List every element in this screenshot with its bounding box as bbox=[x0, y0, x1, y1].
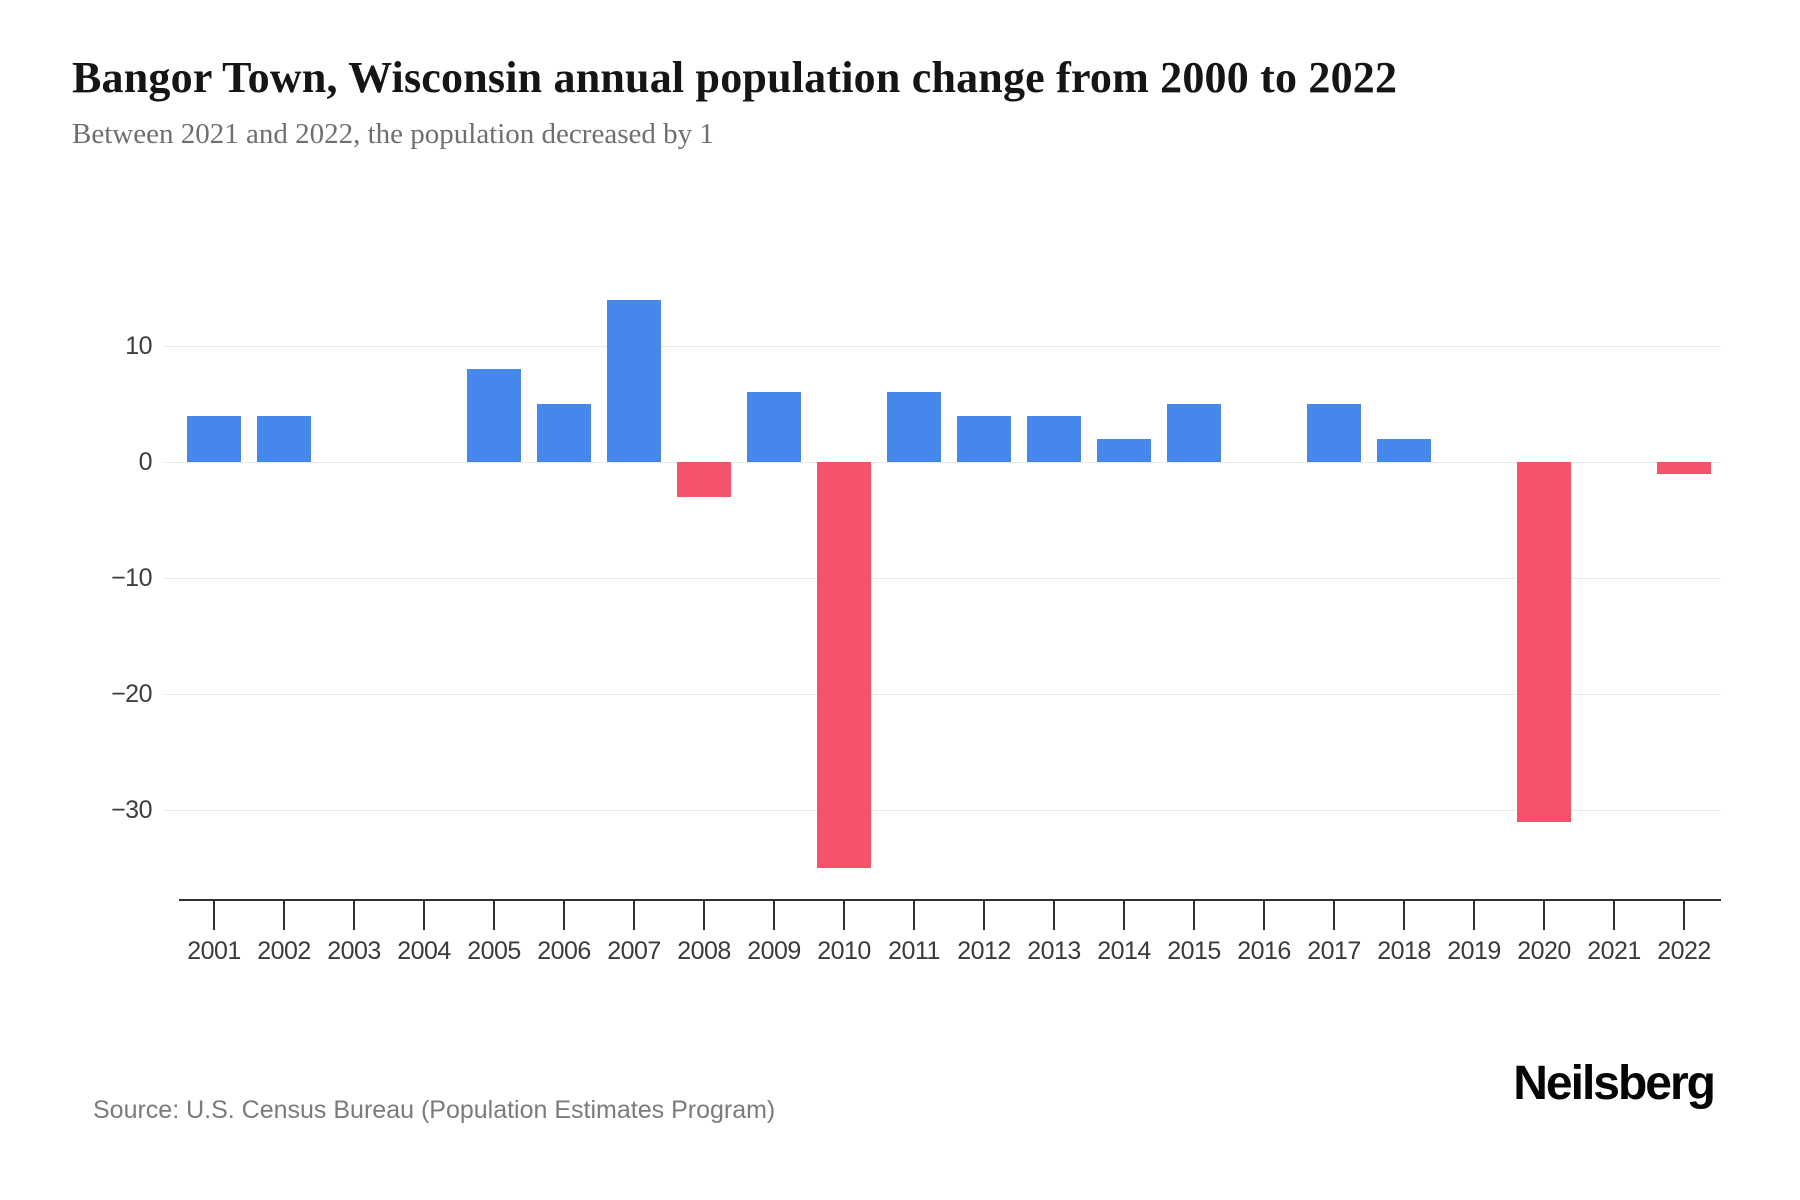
x-axis-label-2007: 2007 bbox=[607, 937, 661, 965]
x-axis-label-2016: 2016 bbox=[1237, 937, 1291, 965]
x-axis-label-2013: 2013 bbox=[1027, 937, 1081, 965]
x-axis-tick-2014 bbox=[1123, 901, 1125, 930]
x-axis-label-2004: 2004 bbox=[397, 937, 451, 965]
x-axis-label-2001: 2001 bbox=[187, 937, 241, 965]
bar-2006 bbox=[537, 404, 591, 462]
x-axis-label-2009: 2009 bbox=[747, 937, 801, 965]
chart-subtitle: Between 2021 and 2022, the population de… bbox=[72, 118, 714, 150]
x-axis-tick-2021 bbox=[1613, 901, 1615, 930]
x-axis-tick-2001 bbox=[213, 901, 215, 930]
x-axis-line bbox=[179, 899, 1721, 901]
x-axis-label-2022: 2022 bbox=[1657, 937, 1711, 965]
x-axis-tick-2012 bbox=[983, 901, 985, 930]
x-axis-tick-2002 bbox=[283, 901, 285, 930]
x-axis-label-2008: 2008 bbox=[677, 937, 731, 965]
x-axis-label-2017: 2017 bbox=[1307, 937, 1361, 965]
gridline-y-0 bbox=[163, 461, 1721, 463]
gridline-y--30 bbox=[163, 809, 1721, 811]
x-axis-tick-2011 bbox=[913, 901, 915, 930]
bar-2022 bbox=[1657, 462, 1711, 474]
x-axis-tick-2019 bbox=[1473, 901, 1475, 930]
chart-title: Bangor Town, Wisconsin annual population… bbox=[72, 53, 1398, 102]
y-axis-label--30: −30 bbox=[111, 796, 152, 824]
bar-2020 bbox=[1517, 462, 1571, 822]
bar-2002 bbox=[257, 415, 311, 462]
x-axis-tick-2010 bbox=[843, 901, 845, 930]
x-axis-tick-2017 bbox=[1333, 901, 1335, 930]
x-axis-tick-2018 bbox=[1403, 901, 1405, 930]
x-axis-tick-2007 bbox=[633, 901, 635, 930]
bar-2008 bbox=[677, 462, 731, 497]
x-axis-label-2010: 2010 bbox=[817, 937, 871, 965]
x-axis-label-2003: 2003 bbox=[327, 937, 381, 965]
bar-2014 bbox=[1097, 438, 1151, 462]
bar-2011 bbox=[887, 392, 941, 462]
y-axis-label--10: −10 bbox=[111, 564, 152, 592]
bar-2012 bbox=[957, 415, 1011, 462]
x-axis-tick-2006 bbox=[563, 901, 565, 930]
bar-2007 bbox=[607, 299, 661, 462]
x-axis-tick-2009 bbox=[773, 901, 775, 930]
x-axis-label-2015: 2015 bbox=[1167, 937, 1221, 965]
bar-2013 bbox=[1027, 415, 1081, 462]
x-axis-label-2005: 2005 bbox=[467, 937, 521, 965]
bar-2015 bbox=[1167, 404, 1221, 462]
x-axis-label-2006: 2006 bbox=[537, 937, 591, 965]
x-axis-tick-2003 bbox=[353, 901, 355, 930]
y-axis-label--20: −20 bbox=[111, 680, 152, 708]
bar-2001 bbox=[187, 415, 241, 462]
x-axis-tick-2013 bbox=[1053, 901, 1055, 930]
x-axis-tick-2016 bbox=[1263, 901, 1265, 930]
gridline-y--20 bbox=[163, 693, 1721, 695]
source-note: Source: U.S. Census Bureau (Population E… bbox=[93, 1096, 776, 1124]
x-axis-label-2021: 2021 bbox=[1587, 937, 1641, 965]
y-axis-label-10: 10 bbox=[125, 332, 152, 360]
x-axis-tick-2008 bbox=[703, 901, 705, 930]
bar-2018 bbox=[1377, 438, 1431, 462]
x-axis-tick-2022 bbox=[1683, 901, 1685, 930]
x-axis-label-2019: 2019 bbox=[1447, 937, 1501, 965]
x-axis-label-2018: 2018 bbox=[1377, 937, 1431, 965]
bar-2010 bbox=[817, 462, 871, 868]
bar-2017 bbox=[1307, 404, 1361, 462]
x-axis-label-2002: 2002 bbox=[257, 937, 311, 965]
brand-logo: Neilsberg bbox=[1513, 1057, 1716, 1110]
y-axis-label-0: 0 bbox=[138, 448, 153, 476]
bar-2009 bbox=[747, 392, 801, 462]
x-axis-label-2011: 2011 bbox=[888, 937, 940, 965]
x-axis-tick-2005 bbox=[493, 901, 495, 930]
x-axis-label-2014: 2014 bbox=[1097, 937, 1151, 965]
x-axis-tick-2020 bbox=[1543, 901, 1545, 930]
x-axis-label-2012: 2012 bbox=[957, 937, 1011, 965]
gridline-y--10 bbox=[163, 577, 1721, 579]
x-axis-tick-2004 bbox=[423, 901, 425, 930]
x-axis-tick-2015 bbox=[1193, 901, 1195, 930]
x-axis-label-2020: 2020 bbox=[1517, 937, 1571, 965]
bar-2005 bbox=[467, 369, 521, 462]
gridline-y-10 bbox=[163, 345, 1721, 347]
